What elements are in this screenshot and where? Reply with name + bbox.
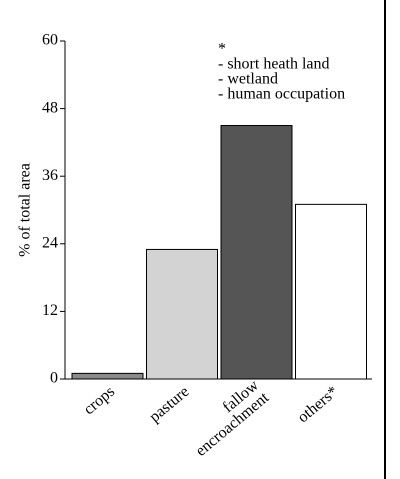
x-tick-label: pasture <box>146 383 192 426</box>
annotation: - human occupation <box>218 86 345 103</box>
y-tick-label: 24 <box>42 234 58 251</box>
annotation: - short heath land <box>218 56 330 73</box>
bar <box>146 248 218 380</box>
annotation: * <box>218 41 226 58</box>
x-tick-label: crops <box>81 383 118 418</box>
y-tick-label: 48 <box>42 99 58 116</box>
y-tick-label: 60 <box>42 32 58 49</box>
annotation: - wetland <box>218 71 278 88</box>
bar <box>295 203 367 380</box>
y-tick-label: 36 <box>42 167 58 184</box>
y-tick-label: 12 <box>42 302 58 319</box>
x-tick-label: fallowencroachment <box>182 377 272 460</box>
y-axis-label: % of total area <box>17 163 34 257</box>
bar <box>220 125 293 380</box>
bar <box>71 372 144 380</box>
y-tick-label: 0 <box>50 370 58 387</box>
x-tick-label: others* <box>295 383 342 426</box>
